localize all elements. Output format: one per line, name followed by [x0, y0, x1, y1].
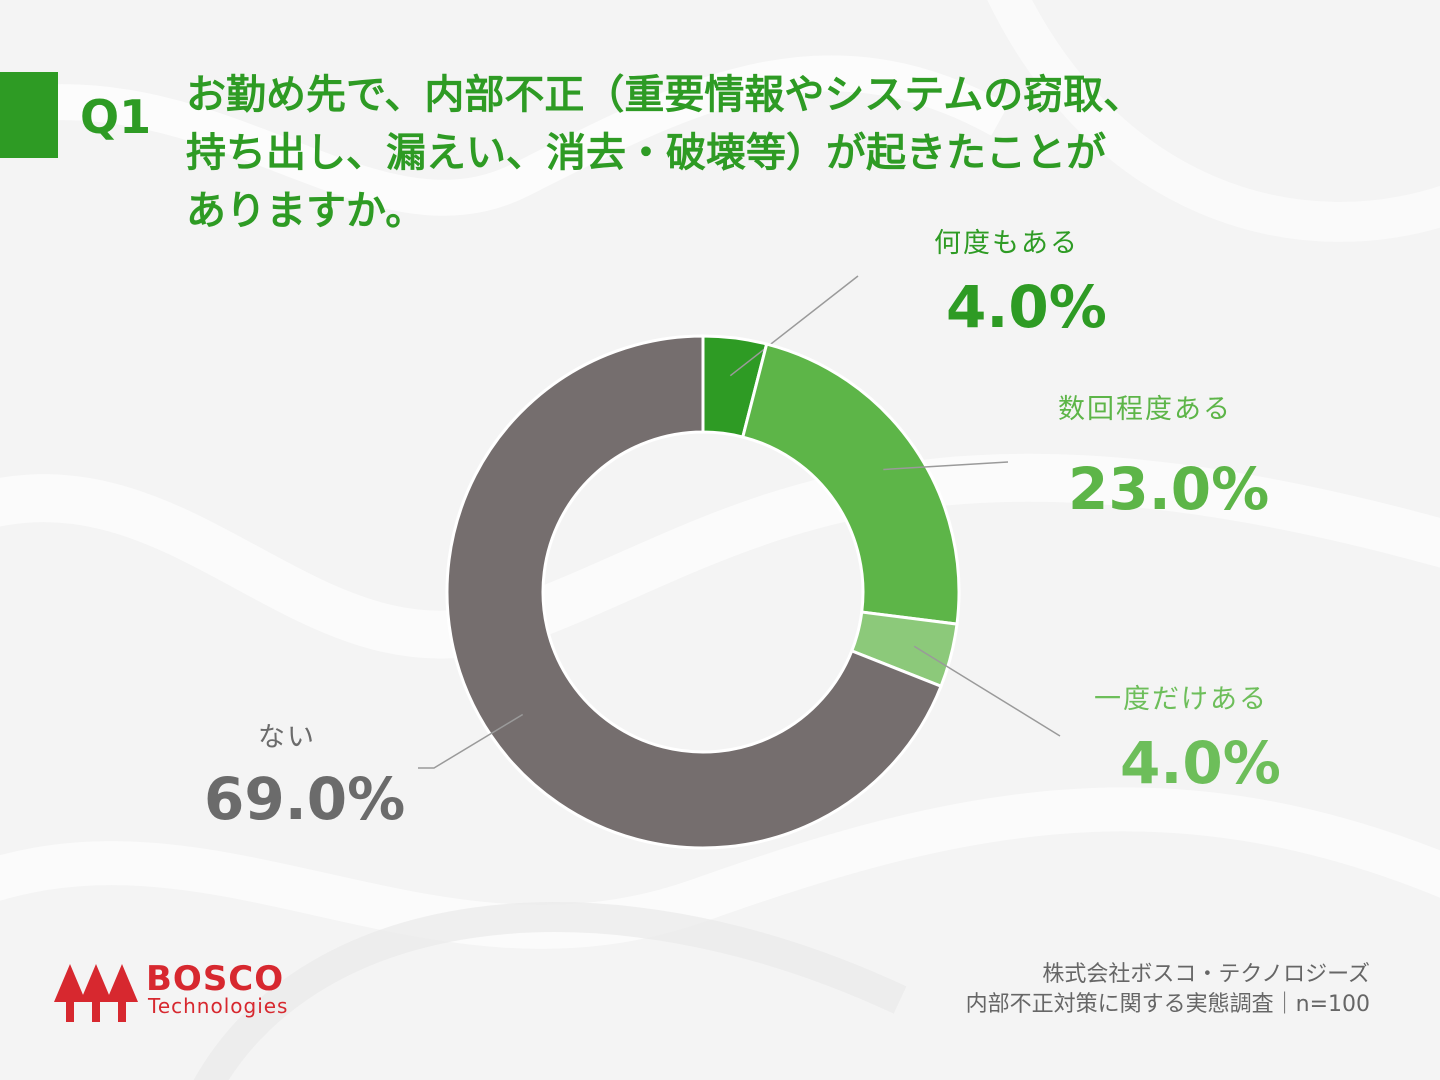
leader-line-nandomo [729, 275, 859, 377]
leader-line-suukai [883, 461, 1009, 471]
brand-name: BOSCO [146, 959, 285, 999]
value-ichido: 4.0% [1120, 729, 1281, 797]
leader-line-nai [418, 713, 524, 769]
source-survey: 内部不正対策に関する実態調査｜n=100 [965, 992, 1370, 1017]
leader-line-ichido [913, 645, 1061, 737]
label-nandomo: 何度もある [934, 228, 1079, 259]
value-nandomo: 4.0% [946, 273, 1107, 341]
label-suukai: 数回程度ある [1058, 394, 1232, 425]
tree-logo-icon [54, 964, 138, 1022]
brand-sub: Technologies [148, 994, 289, 1018]
value-suukai: 23.0% [1068, 455, 1270, 523]
label-nai: ない [258, 722, 316, 753]
source-company: 株式会社ボスコ・テクノロジーズ [1042, 962, 1370, 987]
label-ichido: 一度だけある [1094, 684, 1268, 715]
question-number: Q1 [80, 90, 152, 144]
donut-slice-suukai [740, 342, 961, 626]
question-marker [0, 72, 58, 158]
question-text: お勤め先で、内部不正（重要情報やシステムの窃取、 持ち出し、漏えい、消去・破壊等… [186, 72, 1144, 234]
value-nai: 69.0% [204, 765, 406, 833]
bosco-logo: BOSCO Technologies [54, 960, 314, 1024]
donut-slice-nai [445, 334, 943, 850]
source-note: 株式会社ボスコ・テクノロジーズ 内部不正対策に関する実態調査｜n=100 [966, 960, 1370, 1020]
